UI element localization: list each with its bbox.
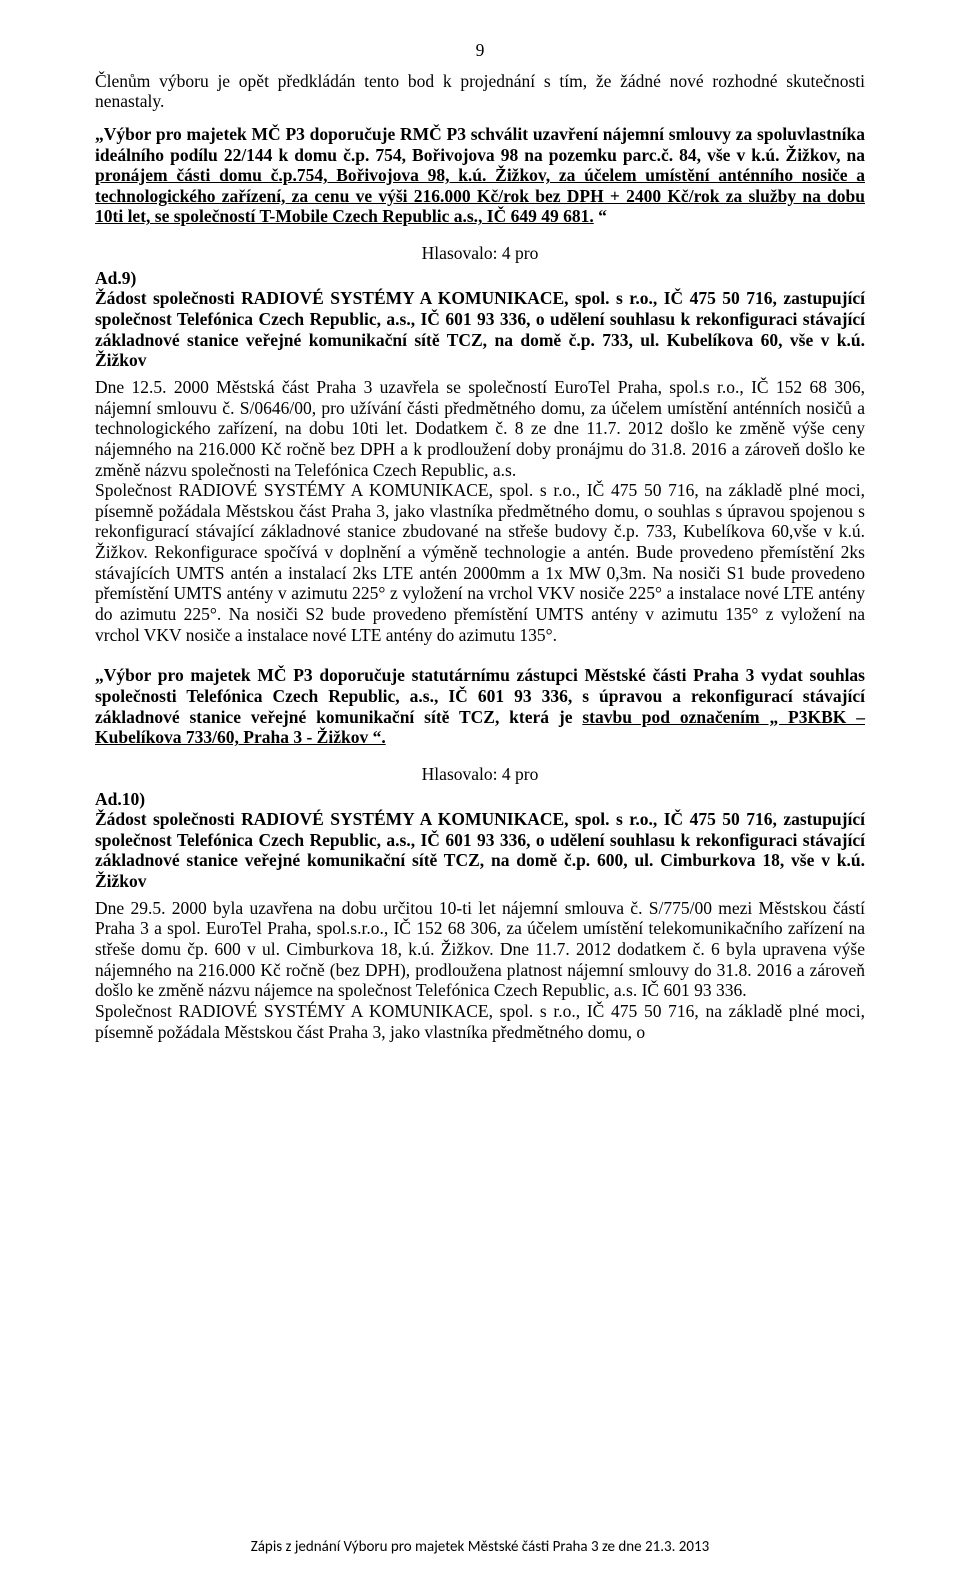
ad10-title: Žádost společnosti RADIOVÉ SYSTÉMY A KOM… bbox=[95, 809, 865, 892]
ad9-body-2: Společnost RADIOVÉ SYSTÉMY A KOMUNIKACE,… bbox=[95, 480, 865, 645]
ad10-body-1: Dne 29.5. 2000 byla uzavřena na dobu urč… bbox=[95, 898, 865, 1001]
resolution-1-underline: pronájem části domu č.p.754, Bořivojova … bbox=[95, 165, 865, 226]
vote-result-1: Hlasovalo: 4 pro bbox=[95, 243, 865, 264]
page-number: 9 bbox=[95, 40, 865, 61]
resolution-1: „Výbor pro majetek MČ P3 doporučuje RMČ … bbox=[95, 124, 865, 227]
intro-paragraph: Členům výboru je opět předkládán tento b… bbox=[95, 71, 865, 112]
vote-result-2: Hlasovalo: 4 pro bbox=[95, 764, 865, 785]
ad9-label: Ad.9) bbox=[95, 268, 865, 289]
ad9-body-1: Dne 12.5. 2000 Městská část Praha 3 uzav… bbox=[95, 377, 865, 480]
page-footer: Zápis z jednání Výboru pro majetek Městs… bbox=[0, 1539, 960, 1557]
ad10-body-2: Společnost RADIOVÉ SYSTÉMY A KOMUNIKACE,… bbox=[95, 1001, 865, 1042]
document-page: 9 Členům výboru je opět předkládán tento… bbox=[0, 0, 960, 1585]
resolution-1-suffix: “ bbox=[594, 206, 607, 226]
ad10-label: Ad.10) bbox=[95, 789, 865, 810]
resolution-2: „Výbor pro majetek MČ P3 doporučuje stat… bbox=[95, 665, 865, 748]
ad9-title: Žádost společnosti RADIOVÉ SYSTÉMY A KOM… bbox=[95, 288, 865, 371]
resolution-1-prefix: „Výbor pro majetek MČ P3 doporučuje RMČ … bbox=[95, 124, 865, 165]
